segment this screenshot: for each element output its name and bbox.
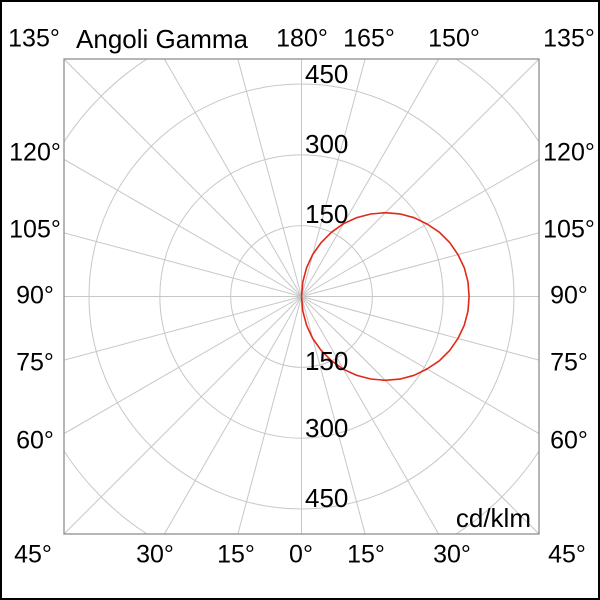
radial-gridline-225 [64,59,302,297]
radial-gridline-315 [64,296,302,534]
radial-gridline-105 [301,232,539,297]
radial-tick-150-below: 150 [305,346,349,376]
radial-gridline-135 [301,59,539,297]
radial-gridline-210 [163,59,302,297]
radial-gridline-240 [64,158,302,297]
radial-gridline-330 [163,296,302,534]
radial-gridline-150 [301,59,440,297]
radial-tick-150-above: 150 [305,199,349,229]
gamma-label-top-150: 150° [428,24,480,53]
radial-gridline-165 [301,59,366,297]
radial-gridline-45 [301,296,539,534]
gamma-label-top-135-left: 135° [8,24,60,53]
radial-gridline-120 [301,158,539,297]
gamma-label-top-135-right: 135° [543,24,595,53]
gamma-label-left-60: 60° [16,426,54,455]
gamma-label-left-105: 105° [9,215,61,244]
gamma-label-right-105: 105° [543,215,595,244]
radial-tick-450-below: 450 [305,483,349,513]
radial-tick-300-below: 300 [305,413,349,443]
gamma-label-top-180: 180° [276,24,328,53]
gamma-label-right-75: 75° [550,348,588,377]
gamma-label-top-165: 165° [343,24,395,53]
unit-label: cd/klm [455,503,531,533]
gamma-label-bottom-30-right: 30° [433,540,471,569]
gamma-label-bottom-45-left: 45° [14,540,52,569]
radial-tick-450-above: 450 [305,59,349,89]
gamma-label-bottom-0: 0° [289,540,313,569]
grid-circle-450 [88,83,515,510]
grid-circle-150 [230,225,373,368]
gamma-label-bottom-45-right: 45° [548,540,586,569]
radial-tick-300-above: 300 [305,129,349,159]
radial-gridline-60 [301,296,539,435]
plot-border [63,58,540,535]
grid-circle-300 [159,154,444,439]
gamma-label-right-120: 120° [543,138,595,167]
radial-gridline-195 [237,59,302,297]
gamma-label-right-60: 60° [550,426,588,455]
gamma-label-left-90: 90° [16,281,54,310]
gamma-label-bottom-15-right: 15° [347,540,385,569]
gamma-label-right-90: 90° [550,281,588,310]
radial-gridline-75 [301,296,539,361]
radial-gridline-345 [237,296,302,534]
radial-gridline-15 [301,296,366,534]
radial-gridline-300 [64,296,302,435]
intensity-curve [300,211,470,382]
radial-gridline-30 [301,296,440,534]
gamma-label-bottom-15-left: 15° [217,540,255,569]
radial-gridline-255 [64,232,302,297]
gamma-label-left-120: 120° [9,138,61,167]
radial-gridline-285 [64,296,302,361]
chart-title: Angoli Gamma [76,24,248,54]
gamma-label-bottom-30-left: 30° [136,540,174,569]
gamma-label-left-75: 75° [16,348,54,377]
